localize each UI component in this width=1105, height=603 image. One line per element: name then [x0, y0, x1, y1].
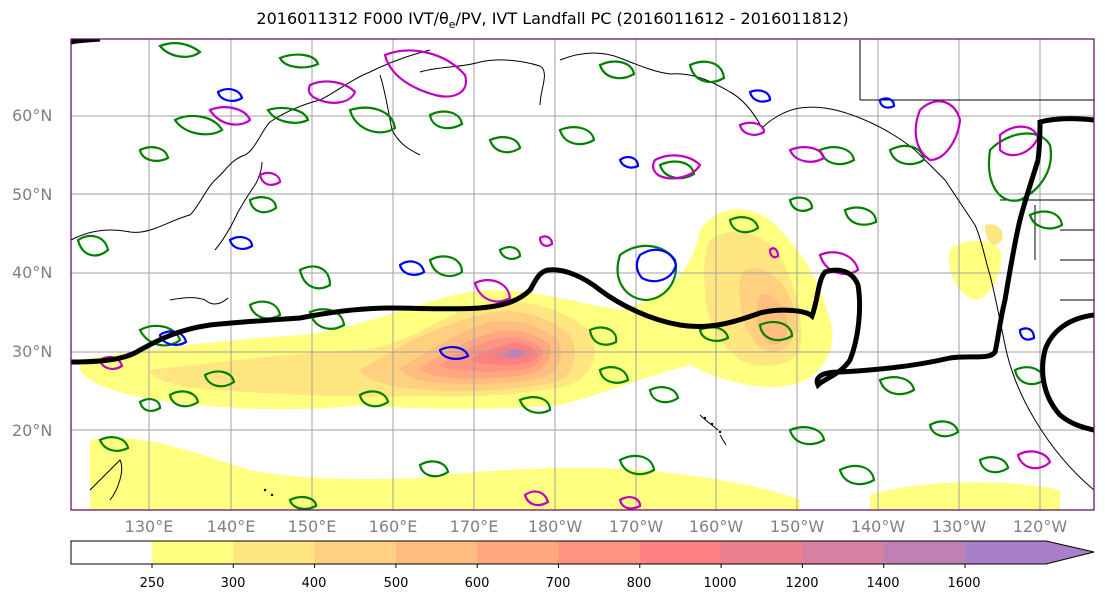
islands: [263, 416, 722, 497]
colorbar-segment-1000: [721, 541, 803, 564]
pv-magenta-contours: [98, 49, 1052, 510]
colorbar-label-700: 700: [545, 576, 571, 591]
lon-label-150w: 150°W: [769, 517, 825, 536]
colorbar-segment-1200: [802, 541, 885, 564]
ivt-shading: [80, 209, 1060, 510]
colorbar-label-500: 500: [383, 576, 409, 591]
lat-label-60n: 60°N: [12, 106, 53, 125]
lon-label-180w: 180°W: [527, 517, 583, 536]
graticule: [71, 39, 1094, 510]
colorbar-label-800: 800: [626, 576, 652, 591]
colorbar: [70, 540, 1095, 568]
lat-label-40n: 40°N: [12, 263, 53, 282]
lon-label-130w: 130°W: [931, 517, 987, 536]
colorbar-segment-400: [314, 541, 397, 564]
colorbar-label-1600: 1600: [947, 576, 981, 591]
colorbar-segment-500: [395, 541, 478, 564]
theta-e-contours: [76, 42, 1064, 510]
colorbar-label-600: 600: [464, 576, 490, 591]
colorbar-label-1400: 1400: [866, 576, 900, 591]
lon-label-140w: 140°W: [850, 517, 906, 536]
colorbar-segment-300: [233, 541, 316, 564]
colorbar-segment-1600: [965, 541, 1094, 564]
colorbar-label-300: 300: [220, 576, 246, 591]
colorbar-label-1200: 1200: [785, 576, 819, 591]
colorbar-label-400: 400: [301, 576, 327, 591]
lat-label-30n: 30°N: [12, 342, 53, 361]
lat-label-50n: 50°N: [12, 185, 53, 204]
lon-label-130e: 130°E: [124, 517, 174, 536]
pv-blue-contours: [158, 88, 1036, 360]
map-frame: [70, 38, 1095, 511]
lon-label-120w: 120°W: [1012, 517, 1068, 536]
lon-label-160e: 160°E: [368, 517, 418, 536]
colorbar-segment-800: [639, 541, 722, 564]
lat-label-20n: 20°N: [12, 421, 53, 440]
coastlines: [71, 40, 1094, 501]
colorbar-segment-700: [558, 541, 641, 564]
lon-label-150e: 150°E: [287, 517, 337, 536]
colorbar-segment-250: [152, 541, 234, 564]
colorbar-label-250: 250: [139, 576, 165, 591]
colorbar-label-1000: 1000: [703, 576, 737, 591]
lon-label-170w: 170°W: [608, 517, 664, 536]
lon-label-160w: 160°W: [688, 517, 744, 536]
colorbar-segment-600: [477, 541, 559, 564]
lon-label-140e: 140°E: [206, 517, 256, 536]
chart-title: 2016011312 F000 IVT/θe/PV, IVT Landfall …: [256, 9, 849, 32]
colorbar-segment-1400: [883, 541, 966, 564]
map-area: [71, 39, 1094, 510]
lon-label-170e: 170°E: [449, 517, 499, 536]
